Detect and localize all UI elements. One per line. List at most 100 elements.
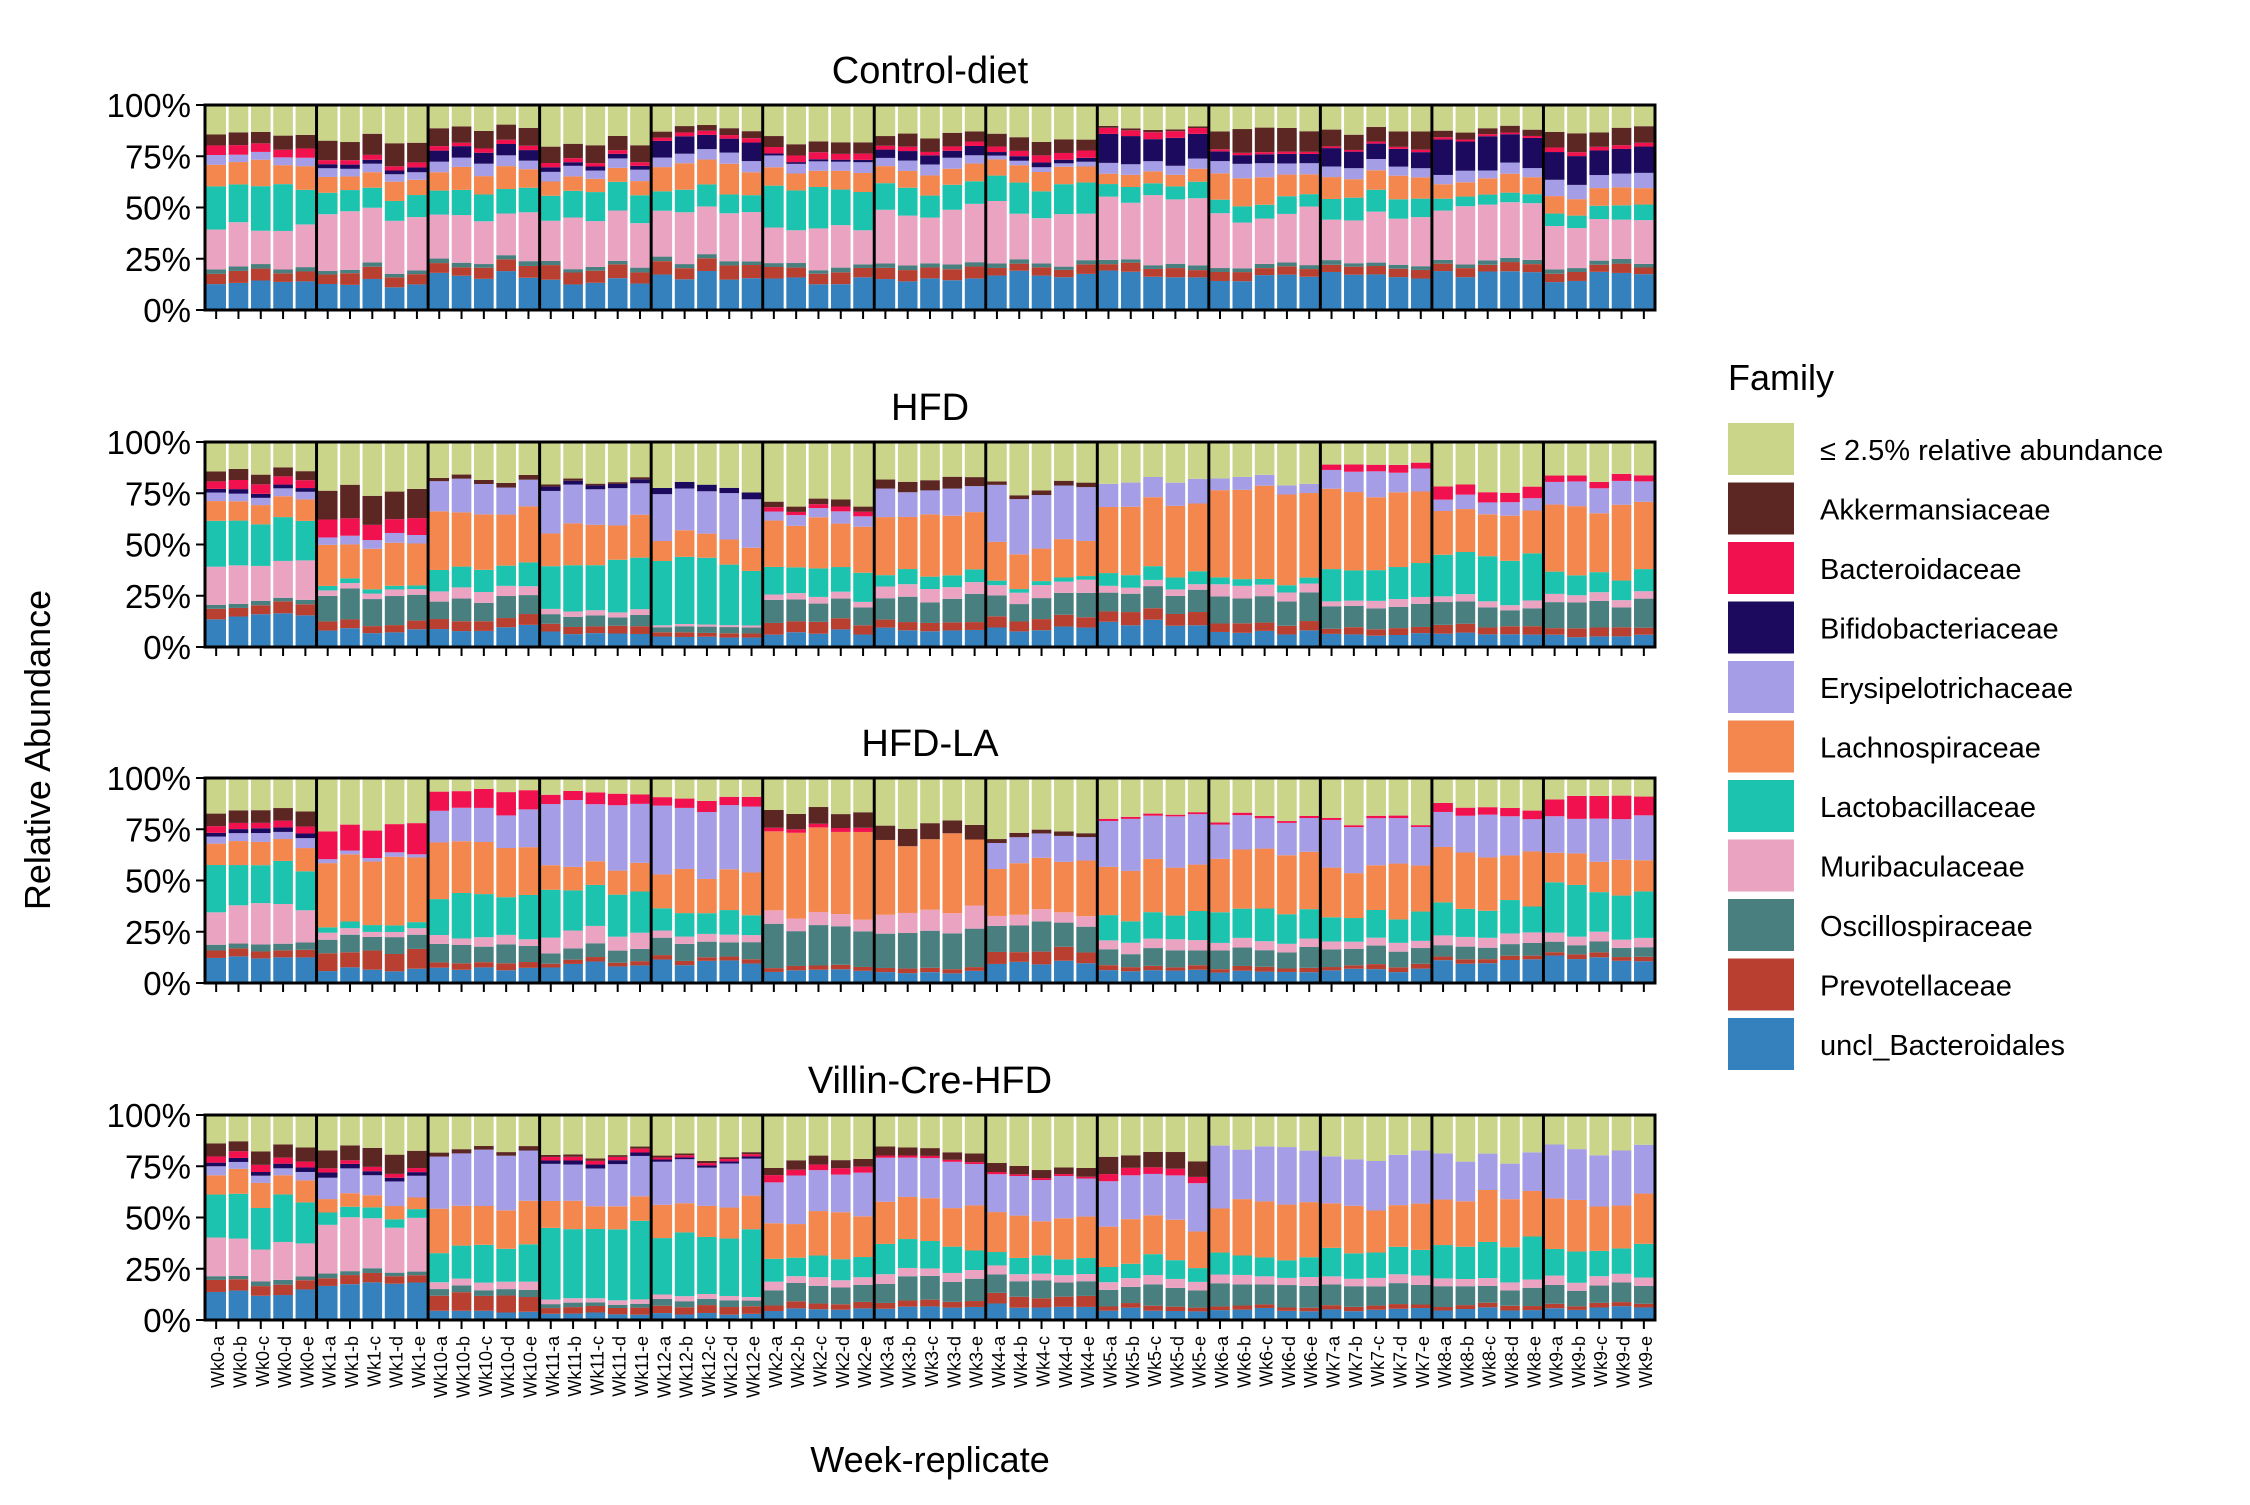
bar-segment	[250, 778, 271, 811]
bar-segment	[563, 959, 583, 964]
bar-segment	[563, 890, 583, 931]
bar-segment	[652, 157, 673, 168]
bar-segment	[1232, 1284, 1253, 1306]
bar-segment	[340, 934, 360, 953]
bar-segment	[295, 1289, 316, 1320]
bar-segment	[942, 622, 963, 631]
bar-segment	[317, 1177, 338, 1200]
bar-segment	[1500, 192, 1520, 203]
bar-segment	[607, 778, 628, 794]
bar-segment	[1254, 941, 1275, 951]
bar-segment	[1098, 1174, 1119, 1182]
bar-segment	[1567, 954, 1587, 960]
bar-segment	[764, 105, 784, 137]
bar-segment	[1098, 970, 1119, 983]
bar-segment	[1567, 945, 1587, 955]
bar-segment	[228, 282, 249, 310]
bar-segment	[1611, 957, 1632, 961]
bar-segment	[697, 484, 717, 492]
bar-segment	[786, 1276, 806, 1283]
x-tick-label: Wk1-a	[320, 1335, 340, 1388]
bar-segment	[1433, 802, 1453, 812]
bar-segment	[764, 809, 784, 828]
bar-segment	[518, 474, 539, 480]
bar-segment	[786, 599, 806, 622]
bar-segment	[830, 591, 851, 599]
bar-segment	[808, 807, 829, 824]
bar-segment	[1187, 1281, 1208, 1291]
bar-segment	[1500, 1290, 1520, 1306]
bar-segment	[1477, 601, 1498, 608]
bar-segment	[206, 826, 226, 833]
bar-segment	[1254, 474, 1275, 486]
bar-segment	[540, 937, 561, 954]
bar-segment	[987, 1163, 1007, 1173]
bar-segment	[630, 1155, 650, 1197]
bar-segment	[1410, 911, 1431, 941]
x-tick-label: Wk11-b	[565, 1336, 585, 1397]
bar-segment	[1120, 1167, 1141, 1176]
bar-segment	[362, 931, 383, 937]
bar-segment	[540, 265, 561, 280]
bar-segment	[1277, 1307, 1297, 1311]
bar-segment	[1277, 625, 1297, 635]
bar-segment	[1054, 184, 1074, 215]
bar-segment	[1410, 468, 1431, 492]
bar-segment	[1277, 914, 1297, 944]
bar-segment	[1009, 263, 1030, 271]
bar-segment	[964, 145, 985, 156]
bar-segment	[407, 167, 427, 173]
bar-segment	[407, 270, 427, 275]
bar-segment	[1054, 139, 1074, 153]
bar-segment	[1120, 593, 1141, 613]
bar-segment	[228, 489, 249, 494]
bar-segment	[407, 857, 427, 923]
bar-segment	[250, 186, 271, 231]
bar-segment	[1634, 146, 1654, 173]
bar-segment	[1544, 1303, 1565, 1309]
bar-segment	[1366, 189, 1386, 212]
bar-segment	[1634, 1303, 1654, 1308]
bar-segment	[1321, 148, 1342, 167]
bar-segment	[1009, 495, 1030, 500]
bar-segment	[1611, 580, 1632, 601]
bar-segment	[1165, 1310, 1186, 1320]
bar-segment	[563, 948, 583, 960]
bar-segment	[630, 1303, 650, 1308]
bar-segment	[518, 169, 539, 188]
bar-segment	[1098, 184, 1119, 197]
bar-segment	[1076, 139, 1096, 151]
bar-segment	[474, 592, 494, 603]
bar-segment	[362, 593, 383, 600]
bar-segment	[340, 1163, 360, 1169]
bar-segment	[1254, 584, 1275, 597]
bar-segment	[1009, 589, 1030, 593]
bar-segment	[1210, 271, 1230, 281]
bar-segment	[496, 815, 516, 848]
bar-segment	[540, 1313, 561, 1320]
bar-segment	[295, 1161, 316, 1168]
bar-segment	[1410, 278, 1431, 310]
panel-title: Villin-Cre-HFD	[808, 1060, 1052, 1102]
bar-segment	[1544, 1115, 1565, 1145]
bar-segment	[1544, 475, 1565, 482]
bar-segment	[474, 1115, 494, 1147]
bar-segment	[362, 626, 383, 634]
bar-segment	[1433, 139, 1453, 175]
bar-segment	[1433, 130, 1453, 138]
bar-segment	[250, 951, 271, 959]
bar-segment	[830, 153, 851, 160]
legend-swatch	[1728, 661, 1794, 713]
bar-segment	[1277, 153, 1297, 164]
bar-segment	[630, 1307, 650, 1315]
bar-segment	[964, 970, 985, 983]
bar-segment	[830, 831, 851, 915]
bar-segment	[808, 827, 829, 912]
bar-segment	[1277, 822, 1297, 856]
bar-segment	[830, 1168, 851, 1175]
bar-segment	[496, 627, 516, 647]
bar-segment	[1433, 263, 1453, 272]
bar-segment	[942, 1115, 963, 1153]
bar-segment	[987, 175, 1007, 201]
bar-segment	[920, 631, 940, 647]
